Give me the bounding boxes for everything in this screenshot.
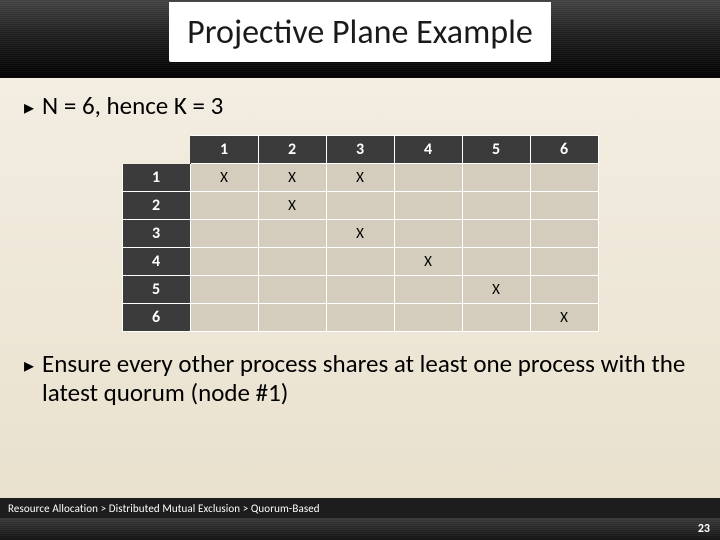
table-cell: X xyxy=(326,164,394,192)
page-number-band: 23 xyxy=(0,518,720,540)
table-cell: X xyxy=(326,220,394,248)
bullet-text: N = 6, hence K = 3 xyxy=(42,90,223,121)
table-cell xyxy=(394,192,462,220)
col-header: 6 xyxy=(530,136,598,164)
bullet-text: Ensure every other process shares at lea… xyxy=(42,350,702,408)
table-cell xyxy=(394,164,462,192)
page-number: 23 xyxy=(698,522,710,536)
breadcrumb: Resource Allocation > Distributed Mutual… xyxy=(0,498,720,518)
table-cell xyxy=(326,304,394,332)
table-cell xyxy=(462,304,530,332)
table-row: 4 X xyxy=(122,248,598,276)
breadcrumb-text: Resource Allocation > Distributed Mutual… xyxy=(8,502,320,515)
table-cell: X xyxy=(462,276,530,304)
col-header: 3 xyxy=(326,136,394,164)
slide-body: ▸ N = 6, hence K = 3 1 2 3 4 5 6 xyxy=(0,78,720,332)
table-cell xyxy=(326,276,394,304)
table-cell xyxy=(190,192,258,220)
table-cell: X xyxy=(394,248,462,276)
table-cell xyxy=(190,220,258,248)
col-header: 1 xyxy=(190,136,258,164)
table-cell xyxy=(462,220,530,248)
col-header: 5 xyxy=(462,136,530,164)
table-wrap: 1 2 3 4 5 6 1 X X X xyxy=(24,135,696,332)
table-cell xyxy=(530,248,598,276)
table-cell xyxy=(258,304,326,332)
table-cell xyxy=(394,304,462,332)
bullet-item: ▸ N = 6, hence K = 3 xyxy=(24,90,696,121)
table-cell xyxy=(326,192,394,220)
row-header: 6 xyxy=(122,304,190,332)
row-header: 2 xyxy=(122,192,190,220)
table-cell: X xyxy=(190,164,258,192)
table-row: 3 X xyxy=(122,220,598,248)
title-inner: Projective Plane Example xyxy=(169,2,551,62)
table-cell xyxy=(530,276,598,304)
table-cell xyxy=(394,220,462,248)
title-band: Projective Plane Example xyxy=(0,0,720,78)
table-cell xyxy=(258,276,326,304)
row-header: 1 xyxy=(122,164,190,192)
table-cell xyxy=(326,248,394,276)
table-cell xyxy=(462,164,530,192)
table-cell xyxy=(530,164,598,192)
table-row: 1 X X X xyxy=(122,164,598,192)
table-cell xyxy=(190,304,258,332)
table-cell: X xyxy=(530,304,598,332)
table-cell xyxy=(530,220,598,248)
col-header: 4 xyxy=(394,136,462,164)
quorum-table: 1 2 3 4 5 6 1 X X X xyxy=(122,135,599,332)
row-header: 4 xyxy=(122,248,190,276)
table-row: 5 X xyxy=(122,276,598,304)
col-header: 2 xyxy=(258,136,326,164)
bullet-marker-icon: ▸ xyxy=(24,353,34,378)
table-cell xyxy=(462,192,530,220)
table-header-row: 1 2 3 4 5 6 xyxy=(122,136,598,164)
table-corner xyxy=(122,136,190,164)
row-header: 3 xyxy=(122,220,190,248)
table-cell: X xyxy=(258,192,326,220)
table-cell xyxy=(462,248,530,276)
page-title: Projective Plane Example xyxy=(187,12,533,53)
table-cell xyxy=(258,248,326,276)
table-cell xyxy=(190,276,258,304)
table-cell: X xyxy=(258,164,326,192)
slide: Projective Plane Example ▸ N = 6, hence … xyxy=(0,0,720,540)
table-cell xyxy=(190,248,258,276)
table-cell xyxy=(394,276,462,304)
bullet-marker-icon: ▸ xyxy=(24,95,34,120)
table-cell xyxy=(258,220,326,248)
row-header: 5 xyxy=(122,276,190,304)
bullet-item: ▸ Ensure every other process shares at l… xyxy=(0,350,720,408)
table-cell xyxy=(530,192,598,220)
table-row: 6 X xyxy=(122,304,598,332)
table-row: 2 X xyxy=(122,192,598,220)
